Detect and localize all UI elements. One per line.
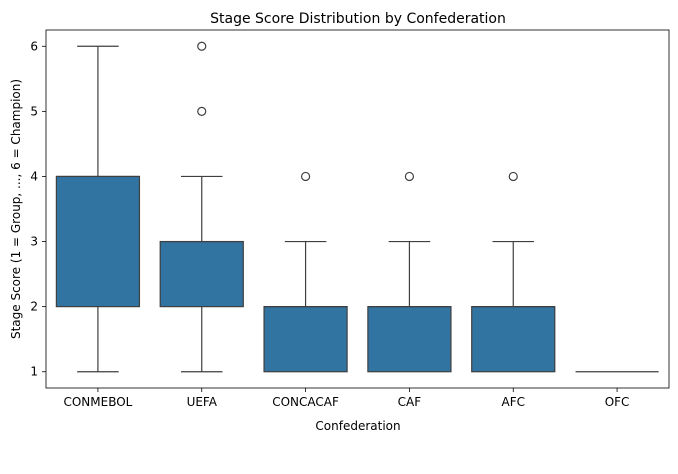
x-tick-label: UEFA (187, 395, 218, 409)
y-axis: 1 2 3 4 5 6 (30, 39, 46, 379)
box-group-concacaf (263, 171, 348, 373)
outlier-point (197, 106, 207, 116)
box-group-uefa (159, 41, 244, 373)
x-axis-label: Confederation (315, 419, 400, 433)
x-tick-label: CONMEBOL (63, 395, 132, 409)
x-tick-label: OFC (605, 395, 630, 409)
box-group-afc (471, 171, 556, 373)
y-tick-label: 3 (30, 235, 38, 249)
y-axis-label: Stage Score (1 = Group, ..., 6 = Champio… (9, 79, 23, 339)
y-tick-label: 4 (30, 169, 38, 183)
outlier-point (404, 171, 415, 182)
iqr-box (263, 306, 348, 373)
y-tick-label: 6 (30, 39, 38, 53)
x-axis: CONMEBOL UEFA CONCACAF CAF AFC OFC (63, 388, 629, 409)
box-group-caf (367, 171, 452, 373)
box-group-conmebol (55, 45, 141, 373)
iqr-box (471, 306, 556, 373)
boxes-layer (55, 41, 659, 373)
iqr-box (159, 240, 244, 308)
outlier-point (197, 41, 207, 51)
x-tick-label: CAF (398, 395, 422, 409)
y-tick-label: 1 (30, 365, 38, 379)
outlier-point (508, 171, 518, 182)
outlier-point (300, 171, 311, 182)
chart-title: Stage Score Distribution by Confederatio… (210, 11, 506, 27)
iqr-box (367, 306, 452, 373)
plot-frame (45, 29, 670, 389)
y-tick-label: 5 (30, 104, 38, 118)
y-tick-label: 2 (30, 300, 38, 314)
x-tick-label: CONCACAF (272, 395, 339, 409)
iqr-box (55, 175, 141, 308)
x-tick-label: AFC (502, 395, 526, 409)
